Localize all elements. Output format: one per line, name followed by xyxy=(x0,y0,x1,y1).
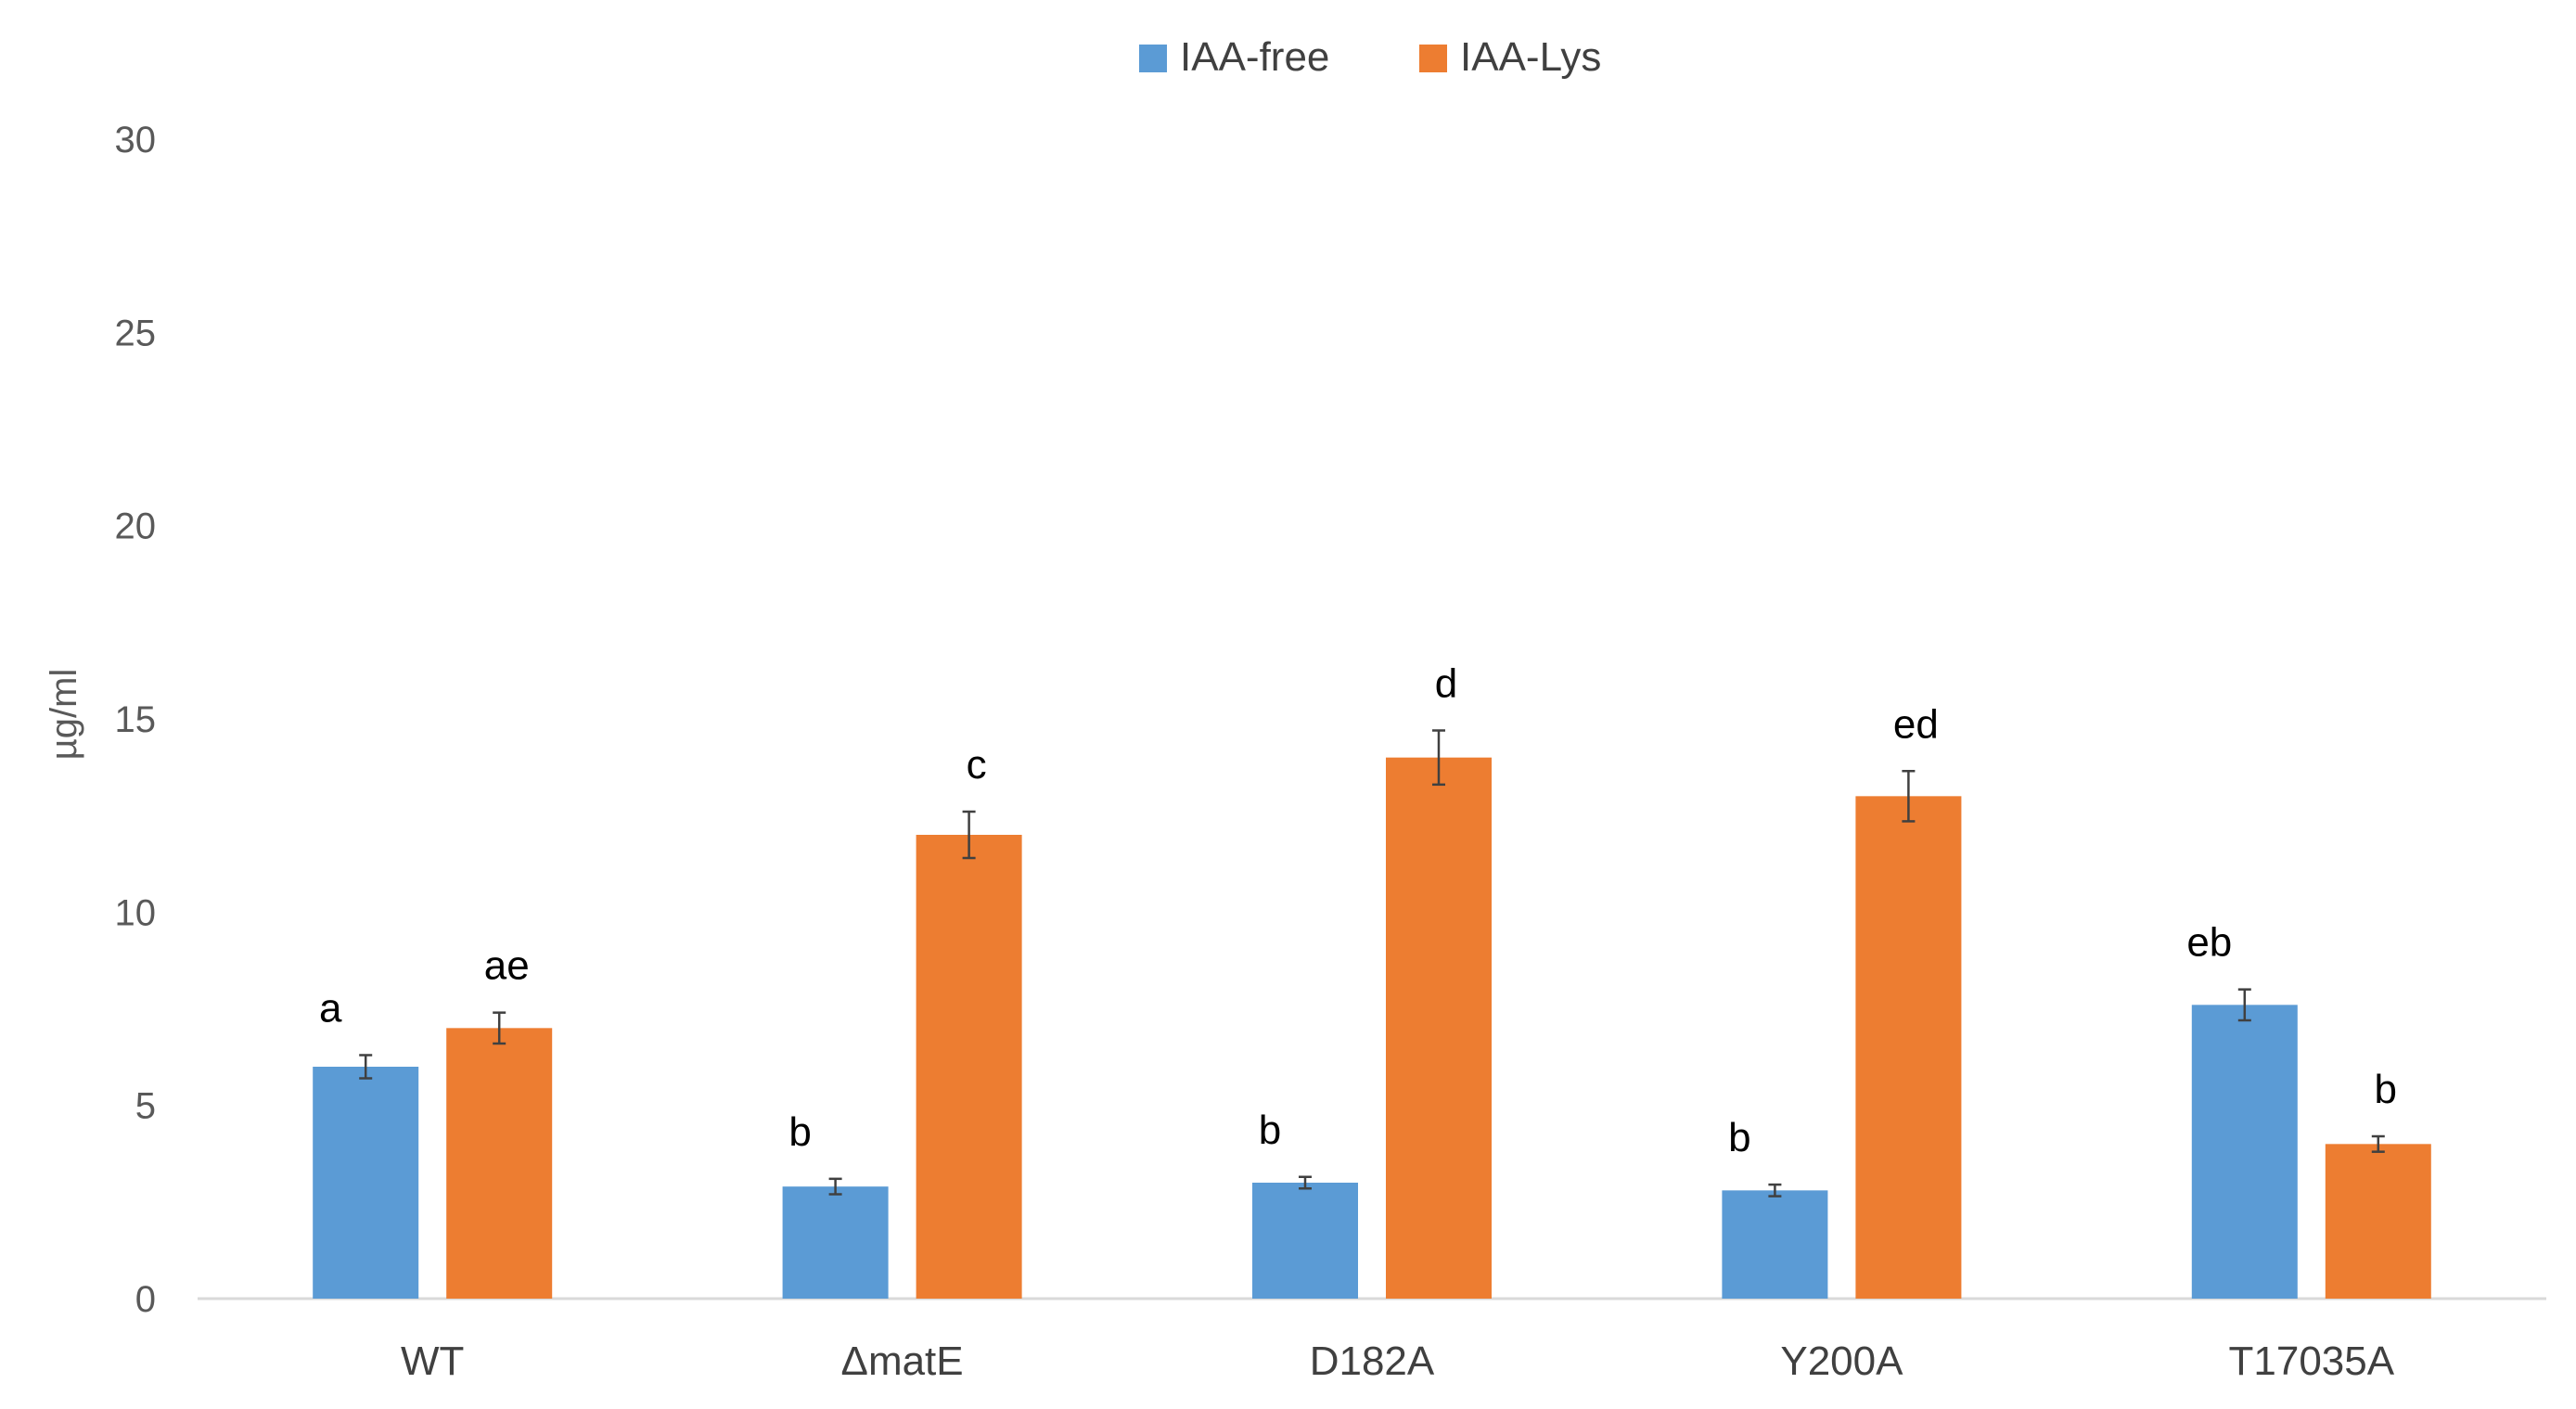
error-bars-group xyxy=(359,729,2385,1198)
bar-iaa-free-3 xyxy=(1722,1190,1828,1299)
legend-label: IAA-free xyxy=(1180,34,1329,80)
error-bar xyxy=(1299,1175,1312,1190)
x-tick-label: T17035A xyxy=(2229,1339,2395,1384)
legend-item: IAA-Lys xyxy=(1419,34,1601,80)
bar-iaa-lys-0 xyxy=(446,1028,553,1299)
bar-iaa-lys-4 xyxy=(2325,1144,2431,1299)
y-axis-label: µg/ml xyxy=(44,669,84,761)
significance-label: b xyxy=(1259,1108,1281,1153)
significance-label: c xyxy=(967,742,987,788)
error-bar xyxy=(1432,729,1445,787)
y-tick-label: 0 xyxy=(135,1279,156,1320)
error-bar xyxy=(359,1054,373,1080)
legend-swatch xyxy=(1419,45,1447,72)
error-bar xyxy=(1902,770,1916,823)
y-tick-label: 5 xyxy=(135,1086,156,1127)
bar-iaa-lys-1 xyxy=(916,835,1022,1299)
legend: IAA-free IAA-Lys xyxy=(1139,34,1601,80)
x-tick-label: Y200A xyxy=(1780,1339,1903,1384)
bar-iaa-free-0 xyxy=(313,1067,419,1299)
bar-iaa-lys-3 xyxy=(1855,796,1962,1299)
error-bar xyxy=(2371,1134,2385,1153)
significance-label: ed xyxy=(1893,701,1939,747)
legend-swatch xyxy=(1139,45,1167,72)
y-tick-label: 25 xyxy=(115,313,157,353)
y-tick-label: 20 xyxy=(115,506,157,547)
significance-label: ae xyxy=(484,943,530,989)
bar-iaa-free-2 xyxy=(1252,1183,1358,1299)
error-bar xyxy=(962,810,976,860)
significance-label: b xyxy=(1728,1115,1750,1160)
y-tick-label: 15 xyxy=(115,699,157,740)
error-bar xyxy=(493,1011,506,1045)
error-bar xyxy=(1768,1183,1782,1198)
significance-label: d xyxy=(1435,661,1457,707)
significance-label: b xyxy=(2375,1067,2397,1112)
significance-label: b xyxy=(788,1109,811,1155)
y-tick-label: 30 xyxy=(115,120,157,160)
bar-iaa-lys-2 xyxy=(1386,757,1492,1299)
bar-iaa-free-4 xyxy=(2191,1005,2298,1299)
y-tick-label: 10 xyxy=(115,892,157,933)
error-bar xyxy=(828,1177,842,1196)
error-bar xyxy=(2237,988,2251,1022)
bar-iaa-free-1 xyxy=(782,1186,889,1299)
bars-group xyxy=(313,757,2431,1299)
significance-label: a xyxy=(319,986,342,1031)
x-axis: WT ΔmatE D182A Y200A T17035A xyxy=(198,1297,2546,1384)
x-tick-label: ΔmatE xyxy=(841,1339,964,1384)
x-tick-label: D182A xyxy=(1310,1339,1435,1384)
legend-item: IAA-free xyxy=(1139,34,1329,80)
legend-label: IAA-Lys xyxy=(1460,34,1601,80)
x-tick-label: WT xyxy=(401,1339,464,1384)
significance-labels-group: a b b b eb ae c d ed b xyxy=(319,661,2397,1161)
significance-label: eb xyxy=(2186,920,2232,966)
y-axis: 0 5 10 15 20 25 30 xyxy=(115,120,157,1320)
